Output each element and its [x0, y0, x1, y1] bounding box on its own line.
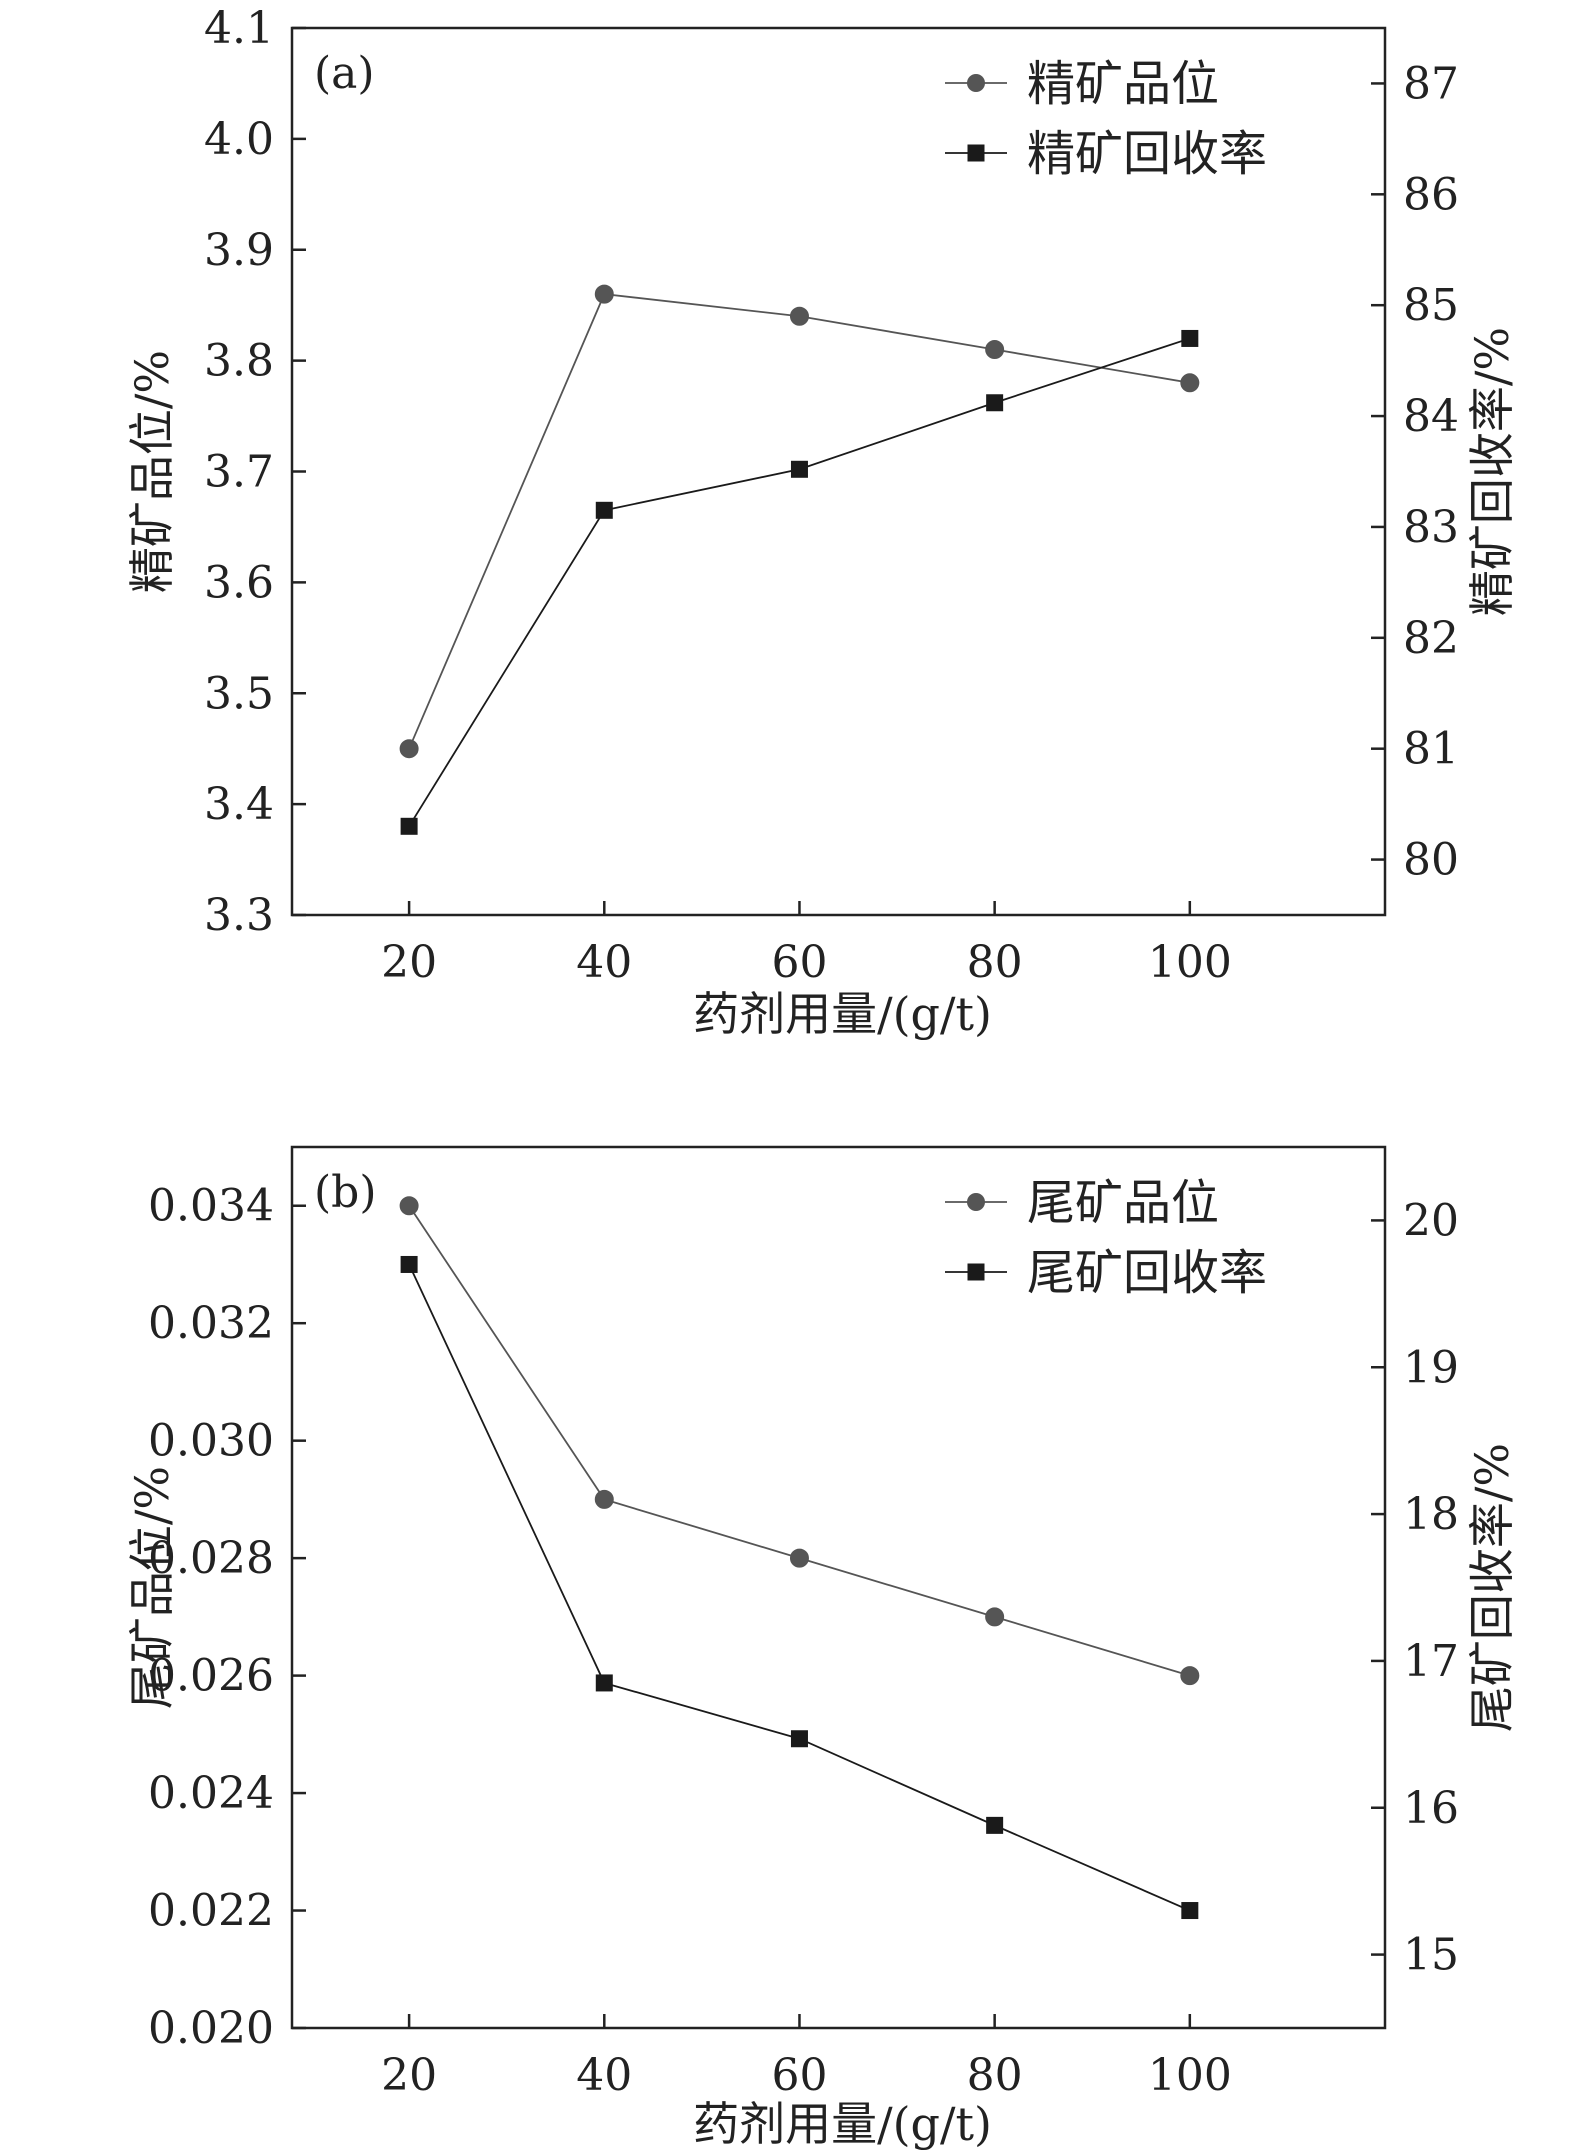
y-right-tick-label: 18 — [1403, 1489, 1459, 1540]
data-point-square — [790, 1730, 808, 1748]
data-point-circle — [594, 284, 614, 304]
data-point-circle — [789, 1548, 809, 1568]
y-left-tick-label: 4.0 — [204, 114, 274, 165]
y-left-tick-label: 0.024 — [148, 1768, 274, 1819]
x-tick-label: 80 — [967, 2050, 1023, 2101]
x-tick-label: 20 — [381, 2050, 437, 2101]
legend-item-2: 精矿回收率 — [945, 126, 1267, 182]
x-axis-title: 药剂用量/(g/t) — [693, 987, 992, 1041]
legend-item-2: 尾矿回收率 — [945, 1245, 1267, 1301]
y-right-tick-label: 16 — [1403, 1783, 1459, 1834]
x-axis-title: 药剂用量/(g/t) — [693, 2097, 992, 2151]
y-right-tick-label: 81 — [1403, 724, 1459, 775]
y-left-tick-label: 0.032 — [148, 1298, 274, 1349]
data-point-square — [1181, 329, 1199, 347]
plot-frame — [290, 1145, 1387, 2030]
y-right-tick-label: 87 — [1403, 58, 1459, 109]
y-right-tick-label: 84 — [1403, 391, 1459, 442]
y-right-tick-label: 80 — [1403, 835, 1459, 886]
data-point-circle — [1180, 373, 1200, 393]
y-left-axis-title: 精矿品位/% — [125, 350, 179, 593]
y-right-tick-label: 86 — [1403, 169, 1459, 220]
legend-label: 精矿回收率 — [1027, 126, 1267, 182]
data-point-square — [400, 1255, 418, 1273]
x-tick-label: 20 — [381, 937, 437, 988]
panel-tag: (a) — [314, 48, 375, 99]
y-right-tick-label: 17 — [1403, 1636, 1459, 1687]
y-right-tick-label: 15 — [1403, 1930, 1459, 1981]
legend-marker-square — [967, 144, 985, 162]
data-point-circle — [985, 1607, 1005, 1627]
panel-tag: (b) — [314, 1167, 377, 1218]
data-point-square — [1181, 1902, 1199, 1920]
data-point-square — [400, 817, 418, 835]
x-tick-label: 40 — [576, 2050, 632, 2101]
x-tick-label: 100 — [1148, 2050, 1232, 2101]
data-point-circle — [1180, 1666, 1200, 1686]
data-point-circle — [399, 739, 419, 759]
legend-item-1: 尾矿品位 — [945, 1175, 1219, 1231]
y-right-axis-title: 精矿回收率/% — [1465, 327, 1519, 616]
x-tick-label: 60 — [771, 2050, 827, 2101]
x-tick-label: 80 — [967, 937, 1023, 988]
y-right-tick-label: 83 — [1403, 502, 1459, 553]
legend-marker-square — [967, 1263, 985, 1281]
series-line-2 — [408, 1264, 1191, 1912]
legend-item-1: 精矿品位 — [945, 56, 1219, 112]
y-left-tick-label: 3.3 — [204, 890, 274, 941]
data-point-circle — [985, 340, 1005, 360]
y-left-tick-label: 0.030 — [148, 1416, 274, 1467]
y-left-tick-label: 4.1 — [204, 3, 274, 54]
legend-label: 尾矿品位 — [1027, 1175, 1219, 1231]
data-point-circle — [399, 1196, 419, 1216]
legend-label: 尾矿回收率 — [1027, 1245, 1267, 1301]
y-left-tick-label: 0.020 — [148, 2003, 274, 2054]
y-left-tick-label: 0.022 — [148, 1886, 274, 1937]
y-left-tick-label: 3.5 — [204, 668, 274, 719]
data-point-circle — [789, 306, 809, 326]
y-right-axis-title: 尾矿回收率/% — [1465, 1443, 1519, 1732]
data-point-square — [986, 394, 1004, 412]
y-right-tick-label: 85 — [1403, 280, 1459, 331]
legend-marker-circle — [967, 1193, 985, 1211]
y-left-tick-label: 3.6 — [204, 557, 274, 608]
y-left-tick-label: 3.4 — [204, 779, 274, 830]
series-line-1 — [408, 293, 1190, 750]
y-left-tick-label: 3.7 — [204, 447, 274, 498]
data-point-square — [986, 1816, 1004, 1834]
y-left-tick-label: 3.9 — [204, 225, 274, 276]
chart-panel-1: 20 40 60 80 100 3.3 3.4 3.5 3.6 3.7 3.8 3.9 4.0 4.1 80… — [125, 3, 1519, 1041]
data-point-square — [790, 460, 808, 478]
data-point-square — [595, 501, 613, 519]
data-point-circle — [594, 1489, 614, 1509]
y-left-axis-title: 尾矿品位/% — [125, 1466, 179, 1709]
series-line-2 — [408, 337, 1191, 827]
y-left-tick-label: 0.034 — [148, 1181, 274, 1232]
chart-panel-2: 20 40 60 80 100 0.020 0.022 0.024 0.026 0.028 0.03… — [125, 1145, 1519, 2151]
x-tick-label: 100 — [1148, 937, 1232, 988]
x-tick-label: 60 — [771, 937, 827, 988]
legend-label: 精矿品位 — [1027, 56, 1219, 112]
y-right-tick-label: 20 — [1403, 1195, 1459, 1246]
y-left-tick-label: 0.028 — [148, 1533, 274, 1584]
x-tick-label: 40 — [576, 937, 632, 988]
y-right-tick-label: 82 — [1403, 613, 1459, 664]
data-point-square — [595, 1674, 613, 1692]
legend-marker-circle — [967, 74, 985, 92]
y-right-tick-label: 19 — [1403, 1342, 1459, 1393]
y-left-tick-label: 0.026 — [148, 1651, 274, 1702]
y-left-tick-label: 3.8 — [204, 336, 274, 387]
